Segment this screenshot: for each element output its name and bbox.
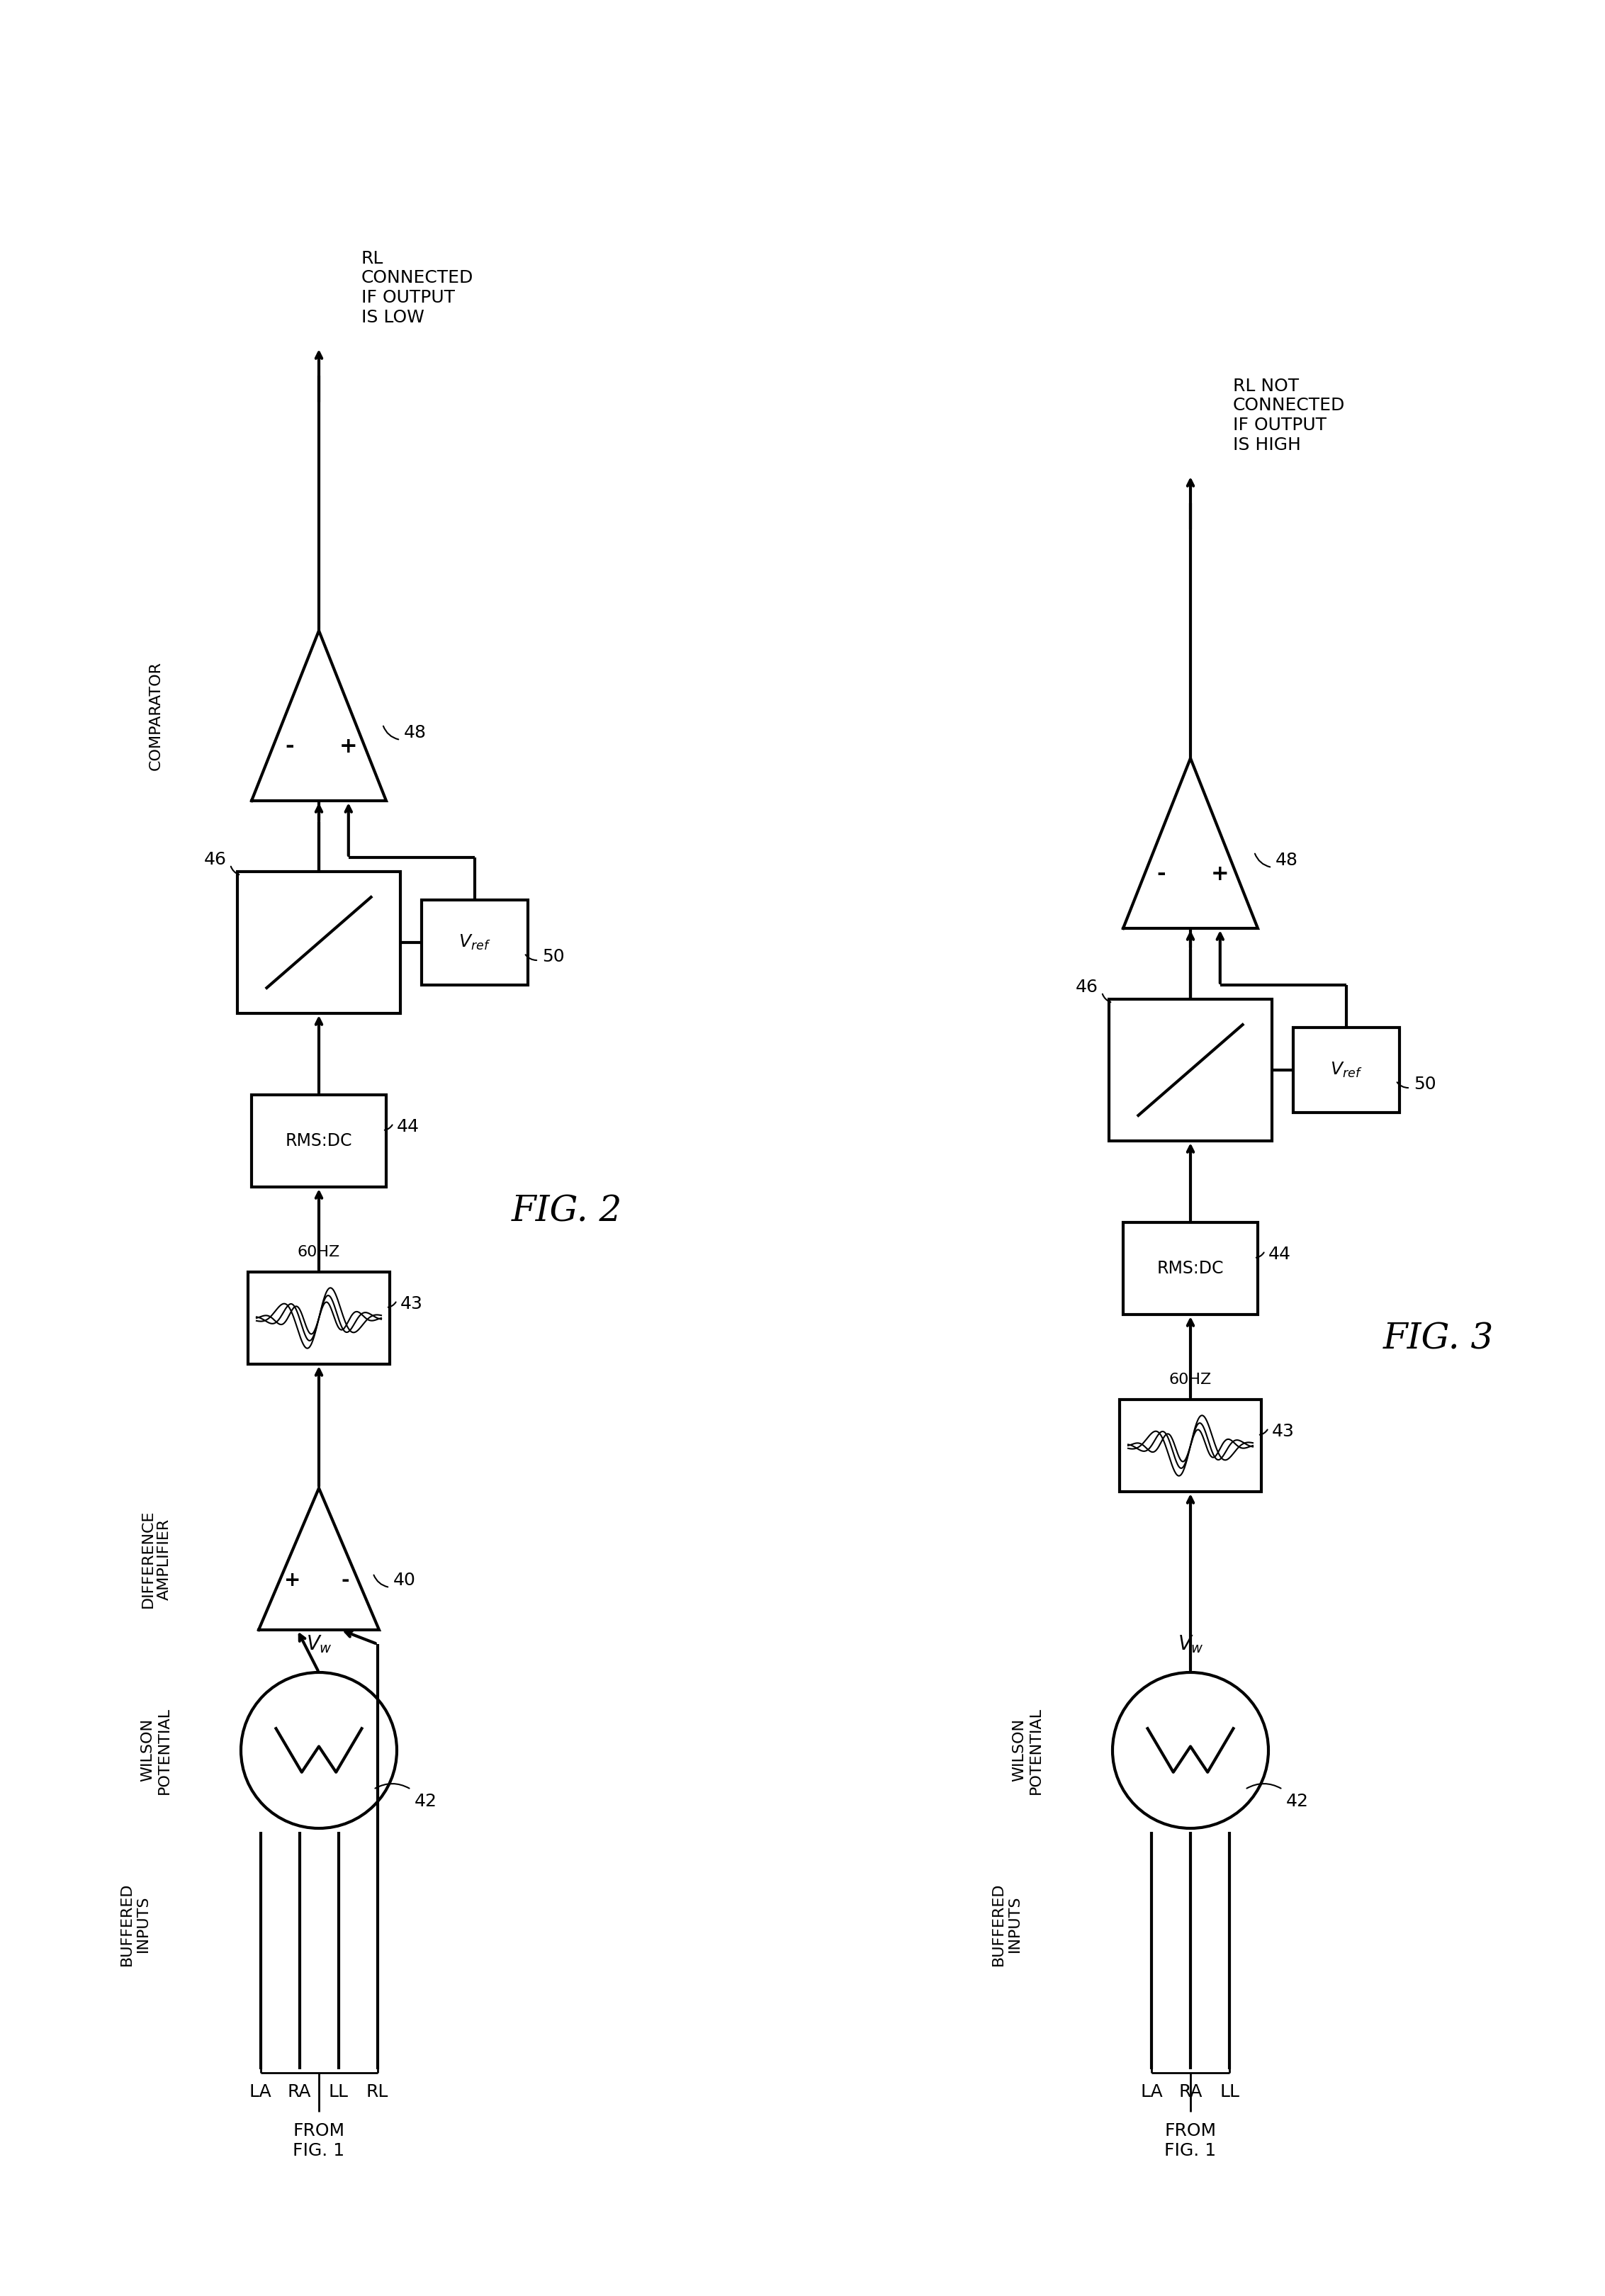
Text: FIG. 3: FIG. 3	[1384, 1322, 1494, 1357]
Text: 42: 42	[414, 1793, 437, 1809]
Text: FROM
FIG. 1: FROM FIG. 1	[1165, 2122, 1217, 2158]
Bar	[1120, 1401, 1262, 1492]
Text: 48: 48	[1276, 852, 1298, 868]
Text: 40: 40	[393, 1573, 416, 1589]
Text: 46: 46	[1075, 978, 1098, 996]
Text: 50: 50	[542, 948, 565, 964]
Text: 48: 48	[404, 723, 427, 742]
Text: 42: 42	[1286, 1793, 1308, 1809]
Bar	[422, 900, 528, 985]
Text: LA: LA	[1140, 2082, 1162, 2101]
Text: $V_{ref}$: $V_{ref}$	[459, 932, 491, 953]
Bar	[1124, 1221, 1258, 1316]
Bar	[1109, 999, 1271, 1141]
Text: BUFFERED
INPUTS: BUFFERED INPUTS	[119, 1883, 149, 1965]
Text: $V_w$: $V_w$	[307, 1632, 332, 1655]
Text: BUFFERED
INPUTS: BUFFERED INPUTS	[990, 1883, 1021, 1965]
Text: LA: LA	[249, 2082, 271, 2101]
Text: 50: 50	[1414, 1077, 1436, 1093]
Text: 44: 44	[1268, 1247, 1290, 1263]
Text: WILSON
POTENTIAL: WILSON POTENTIAL	[141, 1706, 172, 1793]
Text: RL: RL	[366, 2082, 388, 2101]
Text: -: -	[284, 737, 294, 758]
Bar	[252, 1095, 387, 1187]
Text: +: +	[1212, 863, 1229, 884]
Text: 43: 43	[400, 1295, 424, 1313]
Text: 60HZ: 60HZ	[1168, 1373, 1212, 1387]
Text: RA: RA	[287, 2082, 311, 2101]
Text: $V_{ref}$: $V_{ref}$	[1331, 1061, 1363, 1079]
Text: +: +	[284, 1570, 300, 1591]
Text: 43: 43	[1271, 1424, 1295, 1440]
Text: 44: 44	[396, 1118, 419, 1134]
Text: WILSON
POTENTIAL: WILSON POTENTIAL	[1013, 1706, 1043, 1793]
Text: +: +	[339, 737, 358, 758]
Text: RMS:DC: RMS:DC	[286, 1132, 353, 1150]
Text: RL NOT
CONNECTED
IF OUTPUT
IS HIGH: RL NOT CONNECTED IF OUTPUT IS HIGH	[1233, 377, 1345, 455]
Text: -: -	[1156, 863, 1165, 884]
Text: DIFFERENCE
AMPLIFIER: DIFFERENCE AMPLIFIER	[141, 1511, 172, 1607]
Text: 60HZ: 60HZ	[297, 1244, 340, 1258]
Bar	[249, 1272, 390, 1364]
Text: -: -	[342, 1570, 350, 1591]
Text: RMS:DC: RMS:DC	[1157, 1261, 1225, 1277]
Bar	[1294, 1029, 1400, 1114]
Text: FIG. 2: FIG. 2	[512, 1194, 623, 1228]
Text: 46: 46	[204, 852, 226, 868]
Text: LL: LL	[329, 2082, 348, 2101]
Text: $V_w$: $V_w$	[1178, 1632, 1204, 1655]
Text: LL: LL	[1220, 2082, 1239, 2101]
Text: COMPARATOR: COMPARATOR	[149, 661, 164, 769]
Text: RA: RA	[1178, 2082, 1202, 2101]
Text: FROM
FIG. 1: FROM FIG. 1	[294, 2122, 345, 2158]
Text: RL
CONNECTED
IF OUTPUT
IS LOW: RL CONNECTED IF OUTPUT IS LOW	[361, 250, 473, 326]
Bar	[238, 872, 400, 1013]
